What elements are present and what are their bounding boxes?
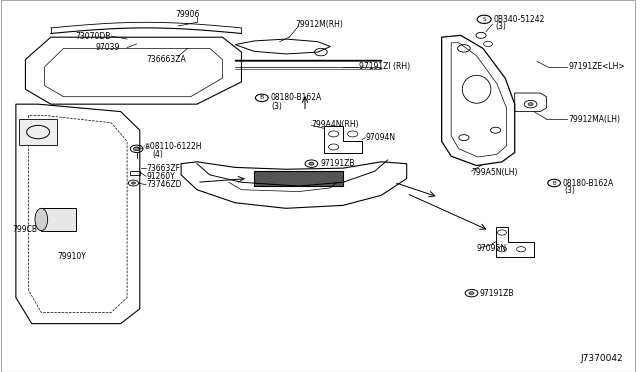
Text: 97191ZB: 97191ZB [321, 159, 355, 168]
Text: 97094N: 97094N [365, 133, 396, 142]
Text: 799A4N(RH): 799A4N(RH) [312, 120, 359, 129]
Text: (4): (4) [152, 150, 163, 159]
Text: 08180-B162A: 08180-B162A [270, 93, 321, 102]
Text: 08180-B162A: 08180-B162A [563, 179, 614, 187]
Text: ⑧08110-6122H: ⑧08110-6122H [143, 142, 202, 151]
Text: 91260Y: 91260Y [146, 172, 175, 181]
Circle shape [309, 162, 314, 165]
Circle shape [134, 147, 140, 151]
Text: 799CB: 799CB [13, 225, 38, 234]
Text: 97095N: 97095N [477, 244, 507, 253]
Text: B: B [552, 180, 556, 186]
Text: 79910Y: 79910Y [57, 252, 86, 261]
Text: 79912M(RH): 79912M(RH) [296, 20, 344, 29]
Text: 97039: 97039 [95, 43, 120, 52]
Text: 0B340-51242: 0B340-51242 [493, 15, 545, 24]
Text: J7370042: J7370042 [580, 354, 623, 363]
Text: 97191ZE<LH>: 97191ZE<LH> [569, 62, 625, 71]
Circle shape [132, 182, 135, 184]
Text: 736663ZA: 736663ZA [146, 55, 186, 64]
Circle shape [469, 292, 474, 295]
Polygon shape [19, 119, 57, 145]
Circle shape [528, 103, 533, 106]
Text: 73746ZD: 73746ZD [146, 180, 182, 189]
Text: S: S [483, 17, 486, 22]
Text: 799A5N(LH): 799A5N(LH) [472, 168, 518, 177]
Text: (3): (3) [271, 102, 282, 110]
Text: 73070DB: 73070DB [75, 32, 110, 41]
Text: (3): (3) [495, 22, 506, 31]
Text: 97191ZI (RH): 97191ZI (RH) [359, 62, 410, 71]
Text: 97191ZB: 97191ZB [480, 289, 515, 298]
Text: B: B [260, 95, 264, 100]
Text: 79906: 79906 [175, 10, 200, 19]
Text: 73663ZF: 73663ZF [146, 164, 180, 173]
Polygon shape [254, 171, 343, 186]
Ellipse shape [35, 208, 47, 231]
Text: (3): (3) [564, 186, 575, 195]
Polygon shape [42, 208, 76, 231]
Text: 79912MA(LH): 79912MA(LH) [569, 115, 621, 124]
